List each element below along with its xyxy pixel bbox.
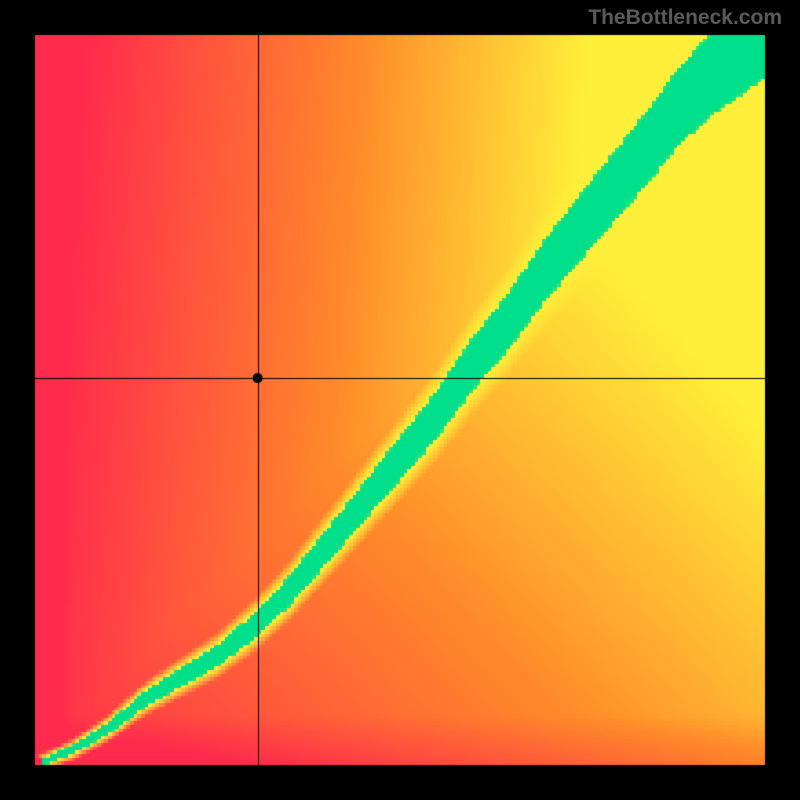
bottleneck-heatmap (0, 0, 800, 800)
watermark-text: TheBottleneck.com (588, 6, 782, 30)
chart-root: TheBottleneck.com (0, 0, 800, 800)
